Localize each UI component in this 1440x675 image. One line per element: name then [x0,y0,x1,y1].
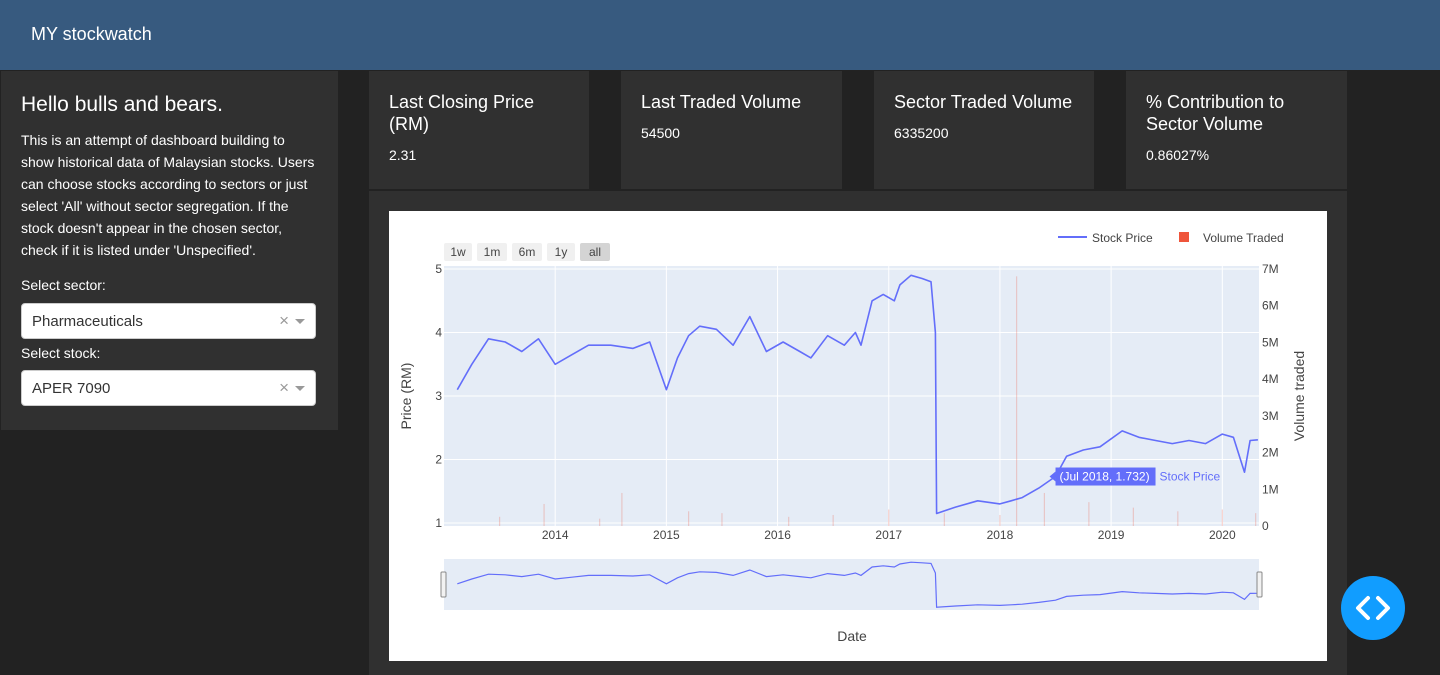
x-tick-label: 2016 [764,528,791,542]
sector-dropdown[interactable]: Pharmaceuticals × [21,303,316,339]
x-tick-label: 2014 [542,528,569,542]
volume-bar[interactable] [832,514,834,526]
range-button-label: all [589,245,601,259]
sidebar-panel: Hello bulls and bears. This is an attemp… [1,71,338,430]
sector-label: Select sector: [21,277,106,293]
card-title: % Contribution to Sector Volume [1146,92,1285,134]
navbar: MY stockwatch [0,0,1440,70]
x-tick-label: 2019 [1098,528,1125,542]
volume-bar[interactable] [1221,509,1223,526]
y2-axis-title: Volume traded [1291,351,1307,441]
stock-value: APER 7090 [32,380,111,397]
card-last-traded-volume: Last Traded Volume 54500 [621,71,842,189]
range-button-label: 1m [484,245,501,259]
legend-volume-label[interactable]: Volume Traded [1203,231,1284,245]
range-button-6m[interactable] [512,243,542,261]
y-tick-label: 4 [435,326,442,340]
range-button-label: 1w [450,245,466,259]
card-title: Last Traded Volume [641,92,802,112]
sector-value: Pharmaceuticals [32,313,143,330]
y2-tick-label: 7M [1262,262,1279,276]
y2-tick-label: 1M [1262,482,1279,496]
legend-volume-swatch [1179,232,1189,242]
y-tick-label: 3 [435,389,442,403]
volume-bar[interactable] [1255,513,1257,526]
volume-bar[interactable] [943,513,945,526]
sector-clear-icon[interactable]: × [279,311,289,330]
stock-label: Select stock: [21,345,101,361]
card-sector-traded-volume: Sector Traded Volume 6335200 [874,71,1094,189]
card-value: 6335200 [894,125,949,141]
y2-tick-label: 6M [1262,299,1279,313]
y-axis-title: Price (RM) [398,363,414,430]
y-tick-label: 1 [435,516,442,530]
x-tick-label: 2015 [653,528,680,542]
range-slider-line [457,561,1258,608]
stock-clear-icon[interactable]: × [279,378,289,397]
chevron-down-icon[interactable] [295,386,305,391]
y-tick-label: 2 [435,453,442,467]
chevron-down-icon[interactable] [295,319,305,324]
card-value: 0.86027% [1146,147,1210,163]
intro-text: This is an attempt of dashboard building… [21,132,315,258]
y2-tick-label: 2M [1262,446,1279,460]
hover-tooltip [1055,467,1156,486]
volume-bar[interactable] [1043,492,1046,526]
card-title: Last Closing Price (RM) [389,92,535,134]
volume-bar[interactable] [498,516,501,526]
greeting-heading: Hello bulls and bears. [21,93,223,116]
volume-bar[interactable] [688,511,690,526]
y2-tick-label: 0 [1262,519,1269,533]
y2-tick-label: 3M [1262,409,1279,423]
stock-chart[interactable]: 1w 1m 6m 1y all Stock Price Volume Traded 201… [389,211,1327,661]
stock-price-line[interactable] [456,274,1258,515]
x-tick-label: 2020 [1209,528,1236,542]
app-title[interactable]: MY stockwatch [31,24,152,44]
volume-bar[interactable] [1132,507,1134,526]
volume-bar[interactable] [721,513,723,526]
card-last-closing-price: Last Closing Price (RM) 2.31 [369,71,589,189]
range-button-1m[interactable] [477,243,507,261]
tooltip-pointer [1049,471,1056,482]
volume-bar[interactable] [1016,276,1018,526]
y-tick-label: 5 [435,262,442,276]
y2-tick-label: 4M [1262,372,1279,386]
volume-bar[interactable] [621,492,623,526]
range-slider[interactable] [444,559,1259,610]
volume-bar[interactable] [1177,511,1179,526]
legend-price-label[interactable]: Stock Price [1092,231,1153,245]
range-button-all[interactable] [580,243,610,261]
volume-bar[interactable] [888,509,890,526]
card-contribution-sector-volume: % Contribution to Sector Volume 0.86027% [1126,71,1347,189]
volume-bar[interactable] [1088,502,1090,526]
hover-series: Stock Price [1160,470,1221,484]
range-handle-left[interactable] [440,571,447,598]
y2-tick-label: 5M [1262,335,1279,349]
volume-bar[interactable] [999,514,1001,526]
volume-bar[interactable] [788,516,790,526]
hover-value: (Jul 2018, 1.732) [1060,470,1150,484]
range-button-1y[interactable] [547,243,575,261]
range-button-label: 6m [519,245,536,259]
range-button-1w[interactable] [444,243,472,261]
x-tick-label: 2018 [987,528,1014,542]
volume-bar[interactable] [543,503,545,526]
card-value: 2.31 [389,147,417,163]
card-title: Sector Traded Volume [894,92,1073,112]
x-axis-title: Date [837,628,867,644]
card-value: 54500 [641,125,680,141]
code-toggle-button[interactable] [1341,576,1405,640]
stock-dropdown[interactable]: APER 7090 × [21,370,316,406]
x-tick-label: 2017 [875,528,902,542]
range-handle-right[interactable] [1256,571,1263,598]
code-icon [1356,596,1390,620]
volume-bar[interactable] [599,518,601,526]
range-button-label: 1y [555,245,568,259]
